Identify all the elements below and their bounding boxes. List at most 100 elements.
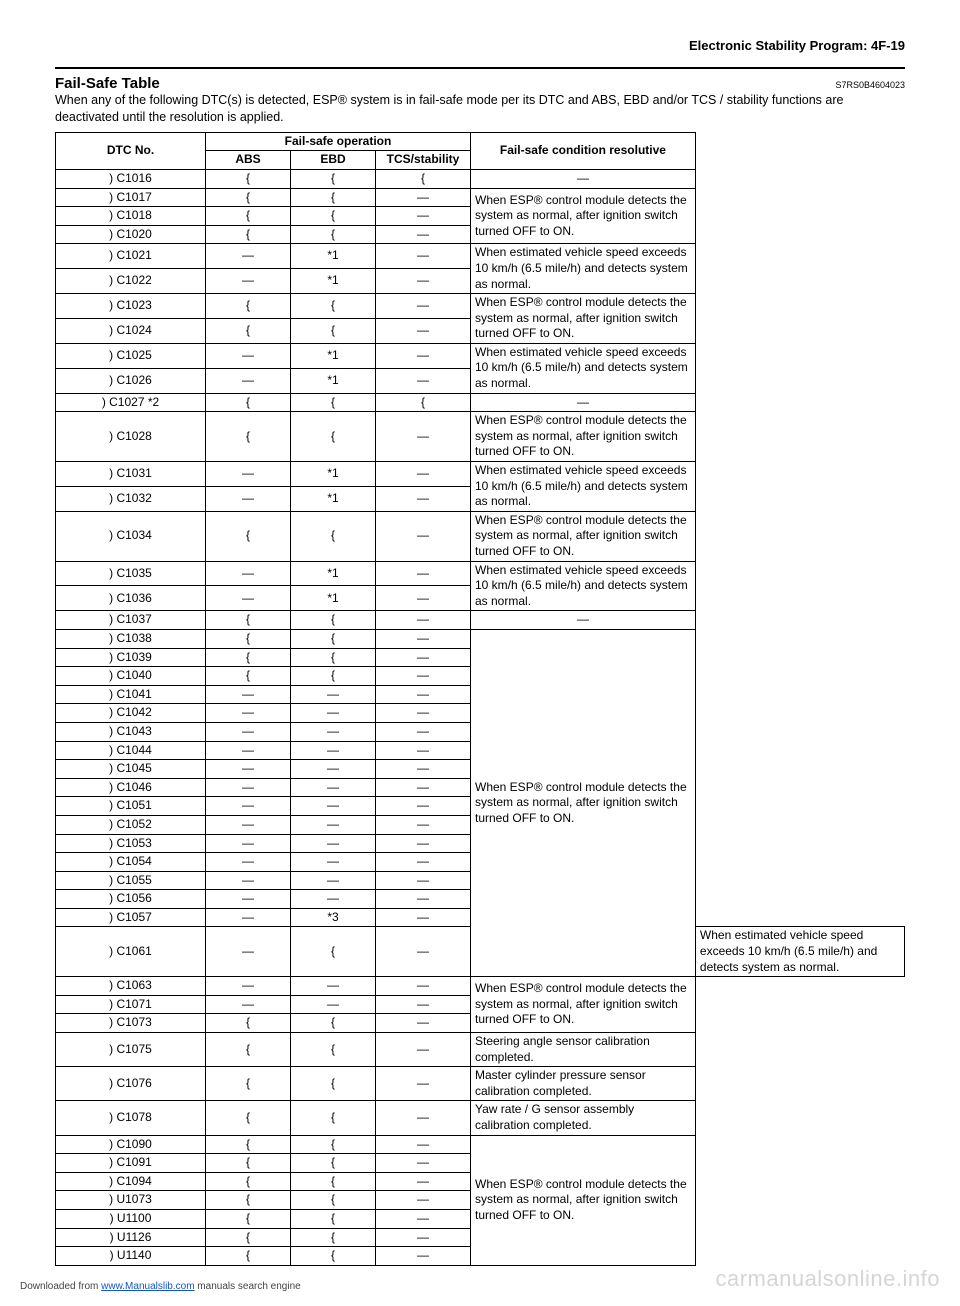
cell-abs: — bbox=[206, 269, 291, 294]
cell-resolution: Yaw rate / G sensor assembly calibration… bbox=[471, 1101, 696, 1135]
cell-tcs: — bbox=[376, 760, 471, 779]
cell-ebd: { bbox=[291, 188, 376, 207]
th-res: Fail-safe condition resolutive bbox=[471, 132, 696, 169]
cell-ebd: — bbox=[291, 890, 376, 909]
th-tcs: TCS/stability bbox=[376, 151, 471, 170]
table-row: ) C1025—*1—When estimated vehicle speed … bbox=[56, 343, 905, 368]
cell-abs: { bbox=[206, 1191, 291, 1210]
cell-tcs: — bbox=[376, 834, 471, 853]
cell-ebd: { bbox=[291, 169, 376, 188]
cell-dtc: ) C1057 bbox=[56, 908, 206, 927]
table-head: DTC No. Fail-safe operation Fail-safe co… bbox=[56, 132, 905, 169]
cell-abs: — bbox=[206, 853, 291, 872]
doc-code: S7RS0B4604023 bbox=[55, 80, 905, 90]
cell-dtc: ) U1100 bbox=[56, 1209, 206, 1228]
table-row: ) C1035—*1—When estimated vehicle speed … bbox=[56, 561, 905, 586]
table-row: ) C1075{{—Steering angle sensor calibrat… bbox=[56, 1033, 905, 1067]
cell-ebd: { bbox=[291, 611, 376, 630]
cell-tcs: — bbox=[376, 977, 471, 996]
cell-dtc: ) C1044 bbox=[56, 741, 206, 760]
cell-ebd: { bbox=[291, 1067, 376, 1101]
th-abs: ABS bbox=[206, 151, 291, 170]
cell-ebd: — bbox=[291, 760, 376, 779]
cell-tcs: — bbox=[376, 853, 471, 872]
cell-ebd: — bbox=[291, 871, 376, 890]
watermark: carmanualsonline.info bbox=[715, 1266, 940, 1292]
table-row: ) C1027 *2{{{— bbox=[56, 393, 905, 412]
cell-dtc: ) C1045 bbox=[56, 760, 206, 779]
cell-tcs: — bbox=[376, 561, 471, 586]
cell-resolution: When ESP® control module detects the sys… bbox=[471, 977, 696, 1033]
cell-ebd: { bbox=[291, 294, 376, 319]
cell-abs: — bbox=[206, 368, 291, 393]
cell-tcs: — bbox=[376, 188, 471, 207]
cell-tcs: — bbox=[376, 586, 471, 611]
cell-ebd: — bbox=[291, 853, 376, 872]
cell-tcs: — bbox=[376, 685, 471, 704]
cell-abs: { bbox=[206, 1033, 291, 1067]
cell-dtc: ) C1052 bbox=[56, 815, 206, 834]
cell-dtc: ) C1035 bbox=[56, 561, 206, 586]
cell-abs: — bbox=[206, 741, 291, 760]
cell-tcs: — bbox=[376, 412, 471, 462]
cell-abs: — bbox=[206, 586, 291, 611]
cell-dtc: ) U1126 bbox=[56, 1228, 206, 1247]
cell-dtc: ) C1038 bbox=[56, 629, 206, 648]
cell-ebd: { bbox=[291, 648, 376, 667]
cell-tcs: — bbox=[376, 244, 471, 269]
th-dtc: DTC No. bbox=[56, 132, 206, 169]
cell-ebd: { bbox=[291, 1172, 376, 1191]
cell-tcs: { bbox=[376, 393, 471, 412]
cell-tcs: — bbox=[376, 318, 471, 343]
cell-tcs: — bbox=[376, 1228, 471, 1247]
cell-dtc: ) C1020 bbox=[56, 225, 206, 244]
cell-dtc: ) C1071 bbox=[56, 995, 206, 1014]
cell-ebd: { bbox=[291, 1209, 376, 1228]
table-row: ) C1034{{—When ESP® control module detec… bbox=[56, 511, 905, 561]
footer-link[interactable]: www.Manualslib.com bbox=[101, 1281, 194, 1292]
cell-tcs: — bbox=[376, 1033, 471, 1067]
cell-ebd: { bbox=[291, 1191, 376, 1210]
cell-dtc: ) C1018 bbox=[56, 207, 206, 226]
cell-abs: { bbox=[206, 629, 291, 648]
cell-ebd: — bbox=[291, 995, 376, 1014]
cell-tcs: — bbox=[376, 207, 471, 226]
cell-ebd: { bbox=[291, 1247, 376, 1266]
cell-dtc: ) C1026 bbox=[56, 368, 206, 393]
cell-ebd: { bbox=[291, 225, 376, 244]
cell-ebd: { bbox=[291, 1135, 376, 1154]
cell-abs: { bbox=[206, 611, 291, 630]
cell-dtc: ) C1061 bbox=[56, 927, 206, 977]
table-row: ) C1031—*1—When estimated vehicle speed … bbox=[56, 462, 905, 487]
cell-abs: { bbox=[206, 1209, 291, 1228]
cell-tcs: — bbox=[376, 294, 471, 319]
cell-abs: { bbox=[206, 188, 291, 207]
failsafe-table: DTC No. Fail-safe operation Fail-safe co… bbox=[55, 132, 905, 1266]
footer-suffix: manuals search engine bbox=[195, 1281, 301, 1292]
cell-dtc: ) C1025 bbox=[56, 343, 206, 368]
cell-dtc: ) C1032 bbox=[56, 486, 206, 511]
cell-abs: { bbox=[206, 1154, 291, 1173]
cell-abs: { bbox=[206, 648, 291, 667]
th-ebd: EBD bbox=[291, 151, 376, 170]
cell-tcs: — bbox=[376, 1135, 471, 1154]
cell-ebd: *1 bbox=[291, 244, 376, 269]
cell-ebd: { bbox=[291, 412, 376, 462]
cell-dtc: ) C1036 bbox=[56, 586, 206, 611]
cell-tcs: { bbox=[376, 169, 471, 188]
table-row: ) C1016{{{— bbox=[56, 169, 905, 188]
cell-ebd: — bbox=[291, 704, 376, 723]
cell-dtc: ) U1140 bbox=[56, 1247, 206, 1266]
cell-ebd: — bbox=[291, 977, 376, 996]
cell-resolution: When estimated vehicle speed exceeds 10 … bbox=[471, 462, 696, 512]
cell-ebd: *1 bbox=[291, 561, 376, 586]
cell-tcs: — bbox=[376, 741, 471, 760]
cell-dtc: ) C1094 bbox=[56, 1172, 206, 1191]
cell-ebd: *1 bbox=[291, 269, 376, 294]
cell-tcs: — bbox=[376, 225, 471, 244]
cell-dtc: ) C1027 *2 bbox=[56, 393, 206, 412]
cell-dtc: ) C1055 bbox=[56, 871, 206, 890]
table-row: ) C1078{{—Yaw rate / G sensor assembly c… bbox=[56, 1101, 905, 1135]
cell-resolution: — bbox=[471, 611, 696, 630]
cell-dtc: ) C1076 bbox=[56, 1067, 206, 1101]
